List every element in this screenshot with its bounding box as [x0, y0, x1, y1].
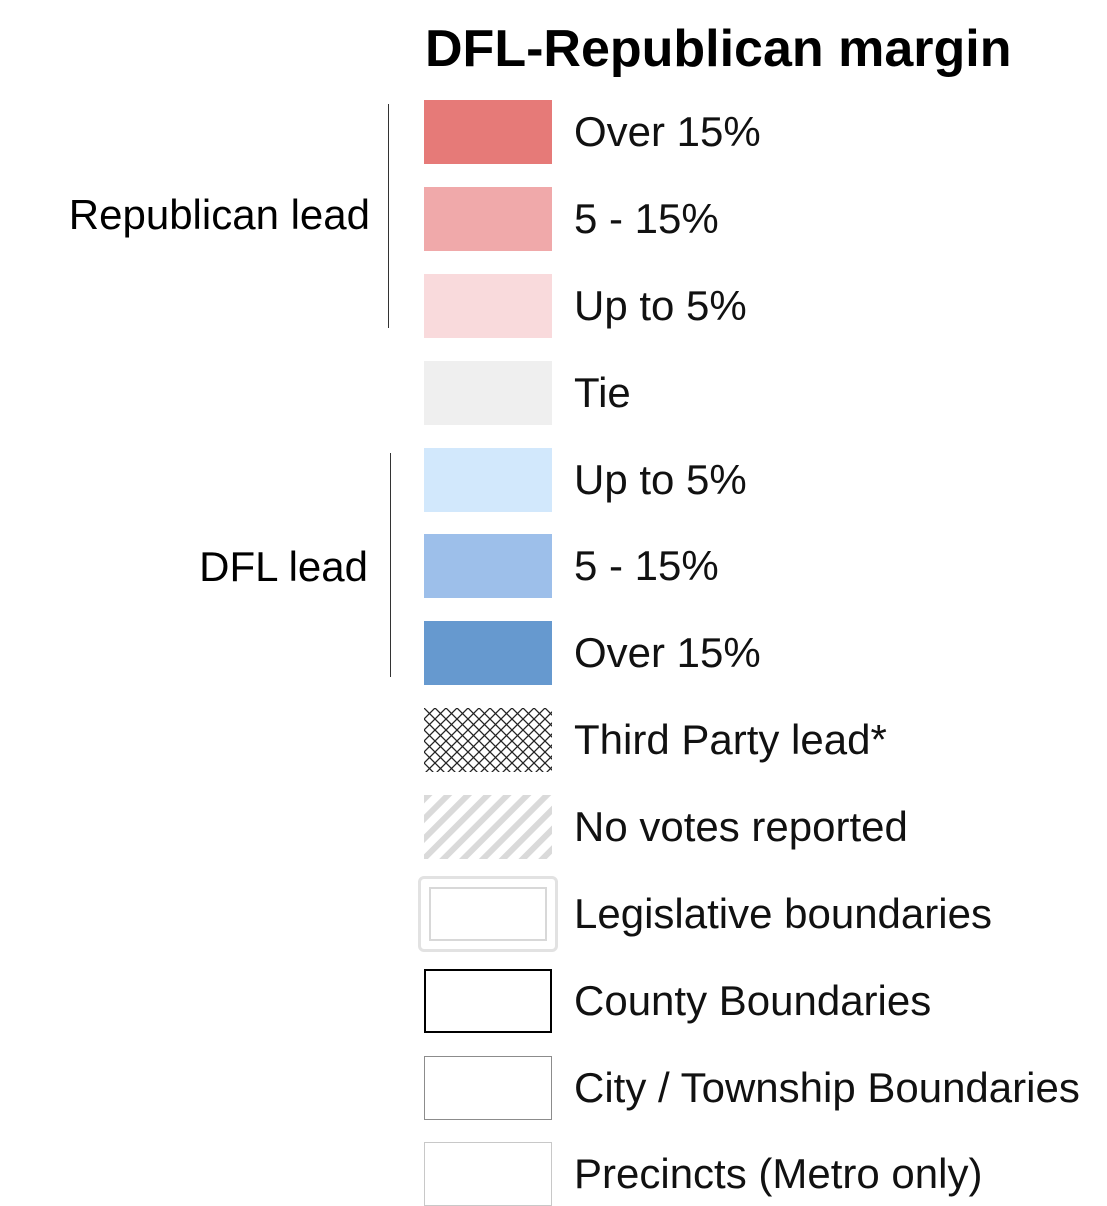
county-boundary-swatch [424, 969, 552, 1033]
group-label-republican-lead: Republican lead [68, 191, 370, 238]
color-swatch [424, 100, 552, 164]
city-township-boundary-swatch [424, 1056, 552, 1120]
legend-item-label: 5 - 15% [574, 542, 719, 589]
crosshatch-swatch [424, 708, 552, 772]
group-bracket-republican-lead [388, 104, 389, 328]
legend-item-label: Tie [574, 369, 631, 416]
color-swatch [424, 534, 552, 598]
legend-item-label: Over 15% [574, 629, 761, 676]
legend-item-label: Over 15% [574, 108, 761, 155]
legend-item-label: County Boundaries [574, 977, 932, 1024]
color-swatch [424, 621, 552, 685]
group-label-dfl-lead: DFL lead [199, 543, 368, 590]
legend-item-label: Third Party lead* [574, 716, 887, 763]
diagonal-stripes-swatch [424, 795, 552, 859]
color-swatch [424, 274, 552, 338]
legend-item-label: No votes reported [574, 803, 908, 850]
legend-item-label: Precincts (Metro only) [574, 1150, 983, 1197]
legend-item-label: Up to 5% [574, 456, 747, 503]
legend-item-label: 5 - 15% [574, 195, 719, 242]
legislative-boundary-swatch [418, 876, 558, 952]
legislative-boundary-inner-outline [429, 887, 547, 941]
color-swatch [424, 187, 552, 251]
legend-item-label: City / Township Boundaries [574, 1064, 1080, 1111]
legend-item-label: Legislative boundaries [574, 890, 992, 937]
color-swatch [424, 361, 552, 425]
precinct-boundary-swatch [424, 1142, 552, 1206]
color-swatch [424, 448, 552, 512]
legend-title: DFL-Republican margin [425, 20, 1012, 78]
group-bracket-dfl-lead [390, 453, 391, 677]
legend-item-label: Up to 5% [574, 282, 747, 329]
